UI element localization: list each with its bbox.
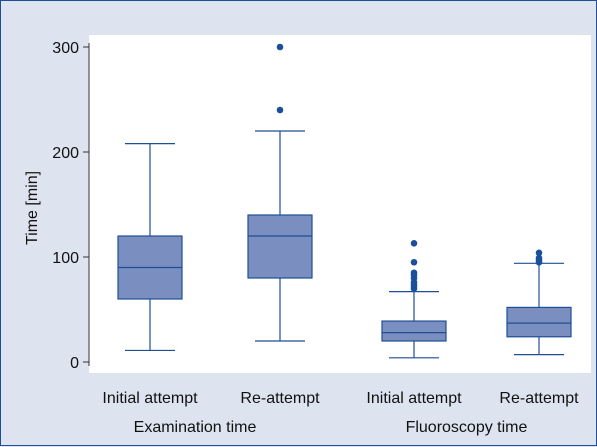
y-axis: 0 100 200 300 (52, 40, 90, 372)
y-axis-title: Time [min] (24, 171, 41, 245)
outlier-point (410, 258, 418, 266)
iqr-box (506, 306, 572, 338)
box-3 (381, 240, 447, 359)
x-tick-label-2: Re-attempt (240, 390, 320, 407)
outlier-point (276, 106, 284, 114)
outlier-point (276, 43, 284, 51)
y-tick-label-300: 300 (52, 40, 79, 57)
y-tick-label-0: 0 (70, 355, 79, 372)
outlier-point (535, 249, 543, 257)
x-tick-label-1: Initial attempt (102, 390, 198, 407)
group-label-2: Fluoroscopy time (406, 419, 528, 436)
outlier-point (410, 269, 418, 277)
x-tick-label-3: Initial attempt (366, 390, 462, 407)
boxes-layer (117, 43, 572, 359)
outlier-point (410, 240, 418, 247)
iqr-box (381, 320, 447, 342)
labels-layer: Initial attempt Re-attempt Initial attempt… (102, 390, 579, 436)
box-4 (506, 249, 572, 356)
y-tick-label-200: 200 (52, 145, 79, 162)
y-tick-label-100: 100 (52, 250, 79, 267)
box-1 (117, 143, 183, 352)
outlier-point (535, 254, 543, 262)
iqr-box (247, 214, 313, 279)
box-2 (247, 43, 313, 342)
x-tick-label-4: Re-attempt (499, 390, 579, 407)
group-label-1: Examination time (134, 419, 257, 436)
